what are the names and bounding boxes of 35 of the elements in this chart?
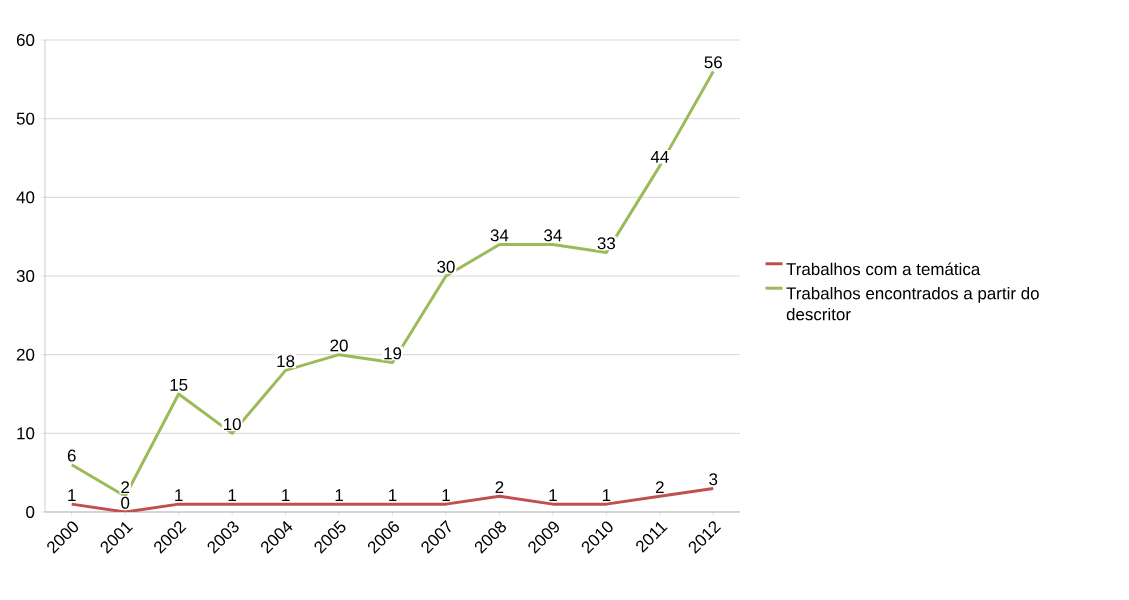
data-label: 44 (650, 151, 669, 163)
data-label: 1 (228, 489, 236, 501)
data-label: 2 (655, 481, 664, 494)
y-tick-label: 50 (16, 112, 35, 125)
data-label: 20 (330, 339, 348, 352)
data-label: 2 (495, 481, 504, 494)
data-label: 1 (389, 489, 397, 501)
y-tick-label: 40 (16, 191, 35, 204)
data-label: 6 (67, 449, 76, 462)
data-label: 0 (121, 496, 130, 509)
legend-label: Trabalhos encontrados a partir do descritor (786, 286, 1039, 321)
data-label: 56 (704, 56, 722, 69)
data-label: 2 (121, 481, 130, 494)
data-label: 1 (335, 489, 343, 501)
data-label: 1 (282, 489, 290, 501)
data-label: 34 (544, 229, 562, 242)
y-tick-label: 30 (16, 270, 35, 282)
legend-label: Trabalhos com a temática (786, 262, 981, 276)
data-label: 1 (602, 489, 611, 501)
y-tick-label: 0 (26, 506, 35, 518)
y-tick-label: 10 (17, 427, 35, 440)
y-tick-label: 60 (16, 34, 35, 46)
data-label: 1 (442, 489, 450, 501)
data-label: 1 (549, 489, 557, 501)
data-label: 18 (277, 355, 295, 368)
y-tick-label: 20 (16, 348, 35, 361)
data-label: 10 (223, 418, 241, 431)
data-label: 3 (709, 473, 718, 486)
data-label: 30 (437, 260, 455, 273)
data-label: 1 (68, 489, 76, 501)
data-label: 15 (170, 378, 188, 391)
data-label: 19 (384, 347, 402, 360)
data-label: 33 (597, 237, 616, 250)
data-label: 34 (490, 229, 509, 242)
data-label: 1 (175, 489, 183, 501)
